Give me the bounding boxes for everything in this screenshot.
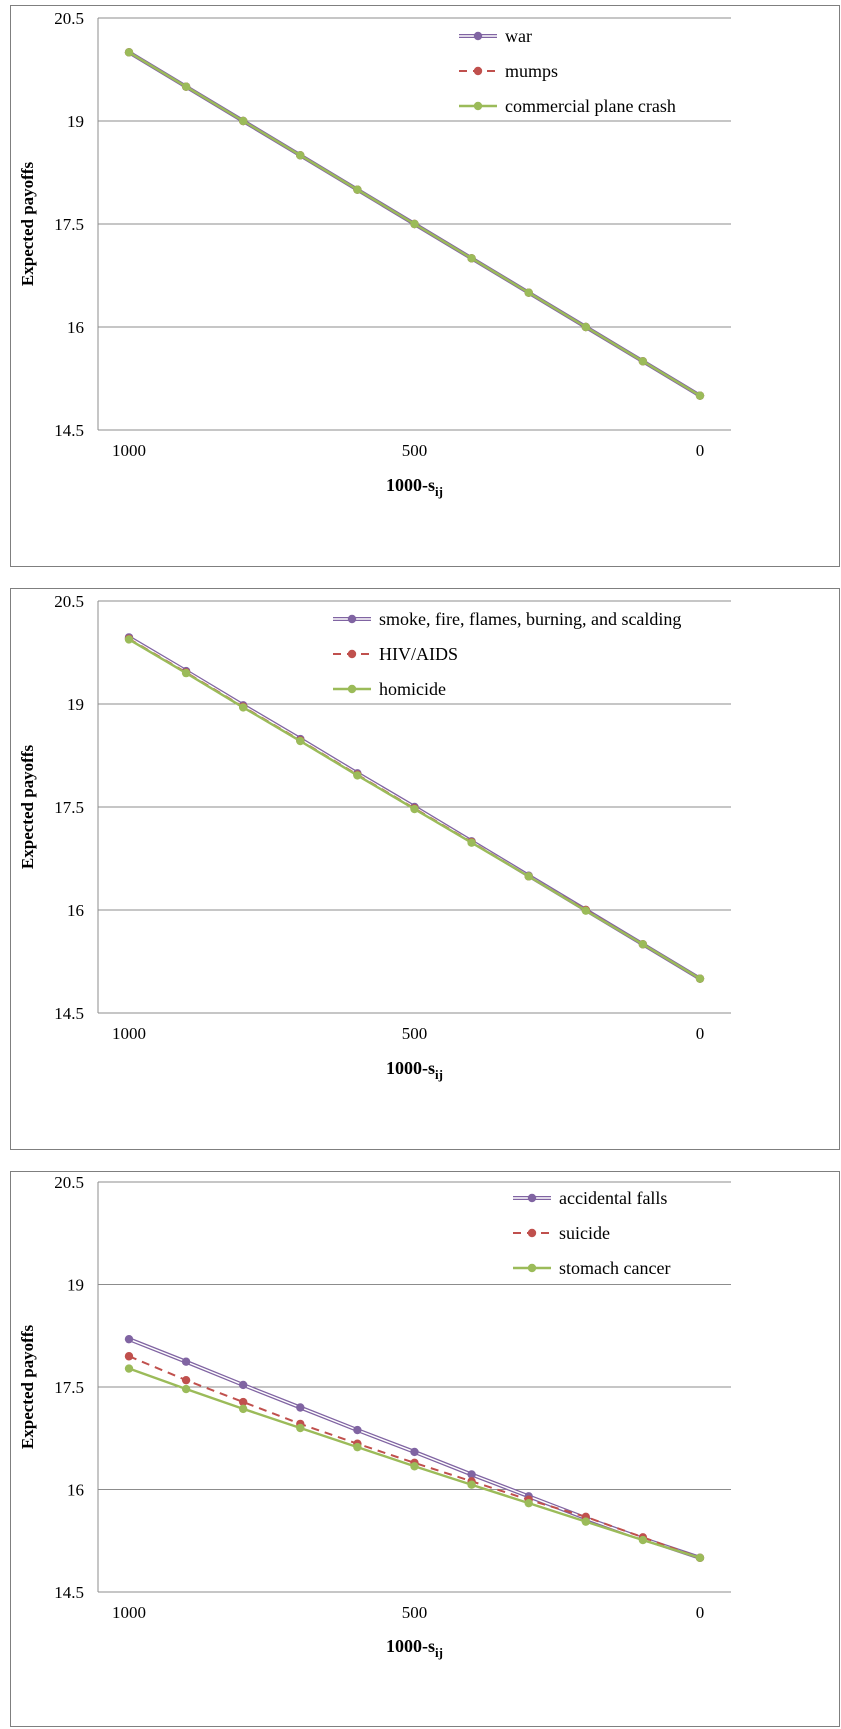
y-tick-label: 19: [67, 112, 84, 131]
series-3-point-7: [524, 1498, 533, 1508]
series-3-point-9: [638, 940, 648, 949]
legend-label-2: suicide: [559, 1223, 610, 1243]
series-3-point-2: [239, 116, 248, 126]
series-3-point-4: [353, 771, 362, 780]
series-3-point-3: [296, 736, 305, 746]
x-tick-label: 0: [696, 1024, 705, 1043]
x-tick-label: 1000: [112, 1024, 146, 1043]
y-tick-label: 20.5: [54, 9, 84, 28]
series-3-point-6: [467, 1480, 476, 1489]
series-3-point-0: [124, 635, 134, 644]
series-3-point-2: [239, 1404, 248, 1414]
series-3-point-7: [524, 288, 533, 297]
x-tick-label: 500: [402, 1603, 428, 1622]
series-3-point-1: [181, 82, 191, 91]
series-3-point-9: [638, 1535, 648, 1545]
series-2-point-2: [239, 1397, 248, 1407]
y-tick-label: 19: [67, 695, 84, 714]
x-tick-label: 0: [696, 1603, 705, 1622]
legend-marker-1: [347, 614, 357, 624]
series-2-point-1: [181, 1375, 191, 1385]
x-axis-label: 1000-sij: [386, 1058, 443, 1082]
y-tick-label: 16: [67, 901, 84, 920]
series-1-point-3: [296, 1403, 305, 1412]
series-3-point-0: [124, 48, 134, 57]
y-tick-label: 20.5: [54, 1173, 84, 1192]
series-1-point-0: [124, 1334, 134, 1344]
x-tick-label: 500: [402, 1024, 428, 1043]
chart-panel-3: 14.5 16 17.5 19 20.5 1000 500 0 Expected payoffs…: [10, 1171, 840, 1727]
legend-label-3: homicide: [379, 679, 446, 699]
series-1-point-6: [467, 1470, 476, 1479]
series-3-point-7: [524, 872, 533, 881]
y-tick-label: 17.5: [54, 215, 84, 234]
line-chart-2: 14.5 16 17.5 19 20.5 1000 500 0 Expected payoffs…: [18, 592, 731, 1082]
x-tick-label: 1000: [112, 1603, 146, 1622]
y-tick-label: 14.5: [54, 1004, 84, 1023]
y-tick-label: 16: [67, 1481, 84, 1500]
x-tick-label: 1000: [112, 441, 146, 460]
chart-panel-2: 14.5 16 17.5 19 20.5 1000 500 0 Expected payoffs…: [10, 588, 840, 1150]
y-axis-label: Expected payoffs: [18, 162, 37, 287]
chart-panel-1: 14.5 16 17.5 19 20.5 1000 500 0 Expected payoffs…: [10, 5, 840, 567]
series-3-point-6: [467, 254, 476, 263]
series-3-point-8: [581, 906, 590, 915]
series-3-point-4: [353, 1442, 362, 1452]
y-tick-label: 14.5: [54, 421, 84, 440]
series-3-point-8: [581, 1517, 590, 1526]
series-3-point-2: [239, 703, 248, 712]
series-3-point-6: [467, 838, 476, 847]
line-chart-3: 14.5 16 17.5 19 20.5 1000 500 0 Expected payoffs…: [18, 1173, 731, 1660]
legend-marker-1: [473, 31, 483, 41]
series-3-point-0: [124, 1364, 134, 1373]
y-axis-label: Expected payoffs: [18, 1325, 37, 1450]
series-3-point-8: [581, 322, 590, 332]
legend-marker-2: [473, 66, 483, 76]
legend-marker-1: [527, 1193, 537, 1203]
legend-marker-3: [347, 684, 357, 694]
series-3-point-9: [638, 357, 648, 366]
x-tick-label: 0: [696, 441, 705, 460]
series-3-point-5: [410, 219, 419, 229]
legend-label-1: war: [505, 26, 532, 46]
series-3-point-5: [410, 804, 419, 814]
y-tick-label: 20.5: [54, 592, 84, 611]
series-3-point-4: [353, 185, 362, 194]
y-tick-label: 17.5: [54, 1378, 84, 1397]
legend-marker-2: [527, 1228, 537, 1238]
series-1-point-4: [353, 1425, 362, 1435]
y-tick-label: 19: [67, 1276, 84, 1295]
series-1-point-5: [410, 1447, 419, 1457]
y-tick-label: 14.5: [54, 1583, 84, 1602]
y-tick-label: 16: [67, 318, 84, 337]
series-3-point-10: [695, 391, 705, 400]
legend-marker-2: [347, 649, 357, 659]
legend-label-2: mumps: [505, 61, 558, 81]
series-3-point-5: [410, 1462, 419, 1471]
legend-label-1: accidental falls: [559, 1188, 667, 1208]
series-2-point-0: [124, 1352, 134, 1361]
line-chart-1: 14.5 16 17.5 19 20.5 1000 500 0 Expected payoffs…: [18, 9, 731, 499]
x-tick-label: 500: [402, 441, 428, 460]
legend-label-3: stomach cancer: [559, 1258, 670, 1278]
series-3-point-1: [181, 1384, 191, 1394]
series-3-point-3: [296, 1423, 305, 1433]
series-line-2: [128, 1355, 701, 1559]
y-tick-label: 17.5: [54, 798, 84, 817]
series-1-point-1: [181, 1357, 191, 1366]
legend-label-3: commercial plane crash: [505, 96, 676, 116]
legend-label-1: smoke, fire, flames, burning, and scaldi…: [379, 609, 681, 629]
series-3-point-10: [695, 1553, 705, 1563]
series-3-point-3: [296, 151, 305, 160]
legend-marker-3: [473, 101, 483, 111]
series-3-point-1: [181, 668, 191, 678]
series-3-point-10: [695, 974, 705, 983]
x-axis-label: 1000-sij: [386, 475, 443, 499]
legend-marker-3: [527, 1263, 537, 1273]
x-axis-label: 1000-sij: [386, 1636, 443, 1660]
series-1-point-2: [239, 1380, 248, 1390]
legend-label-2: HIV/AIDS: [379, 644, 458, 664]
y-axis-label: Expected payoffs: [18, 745, 37, 870]
